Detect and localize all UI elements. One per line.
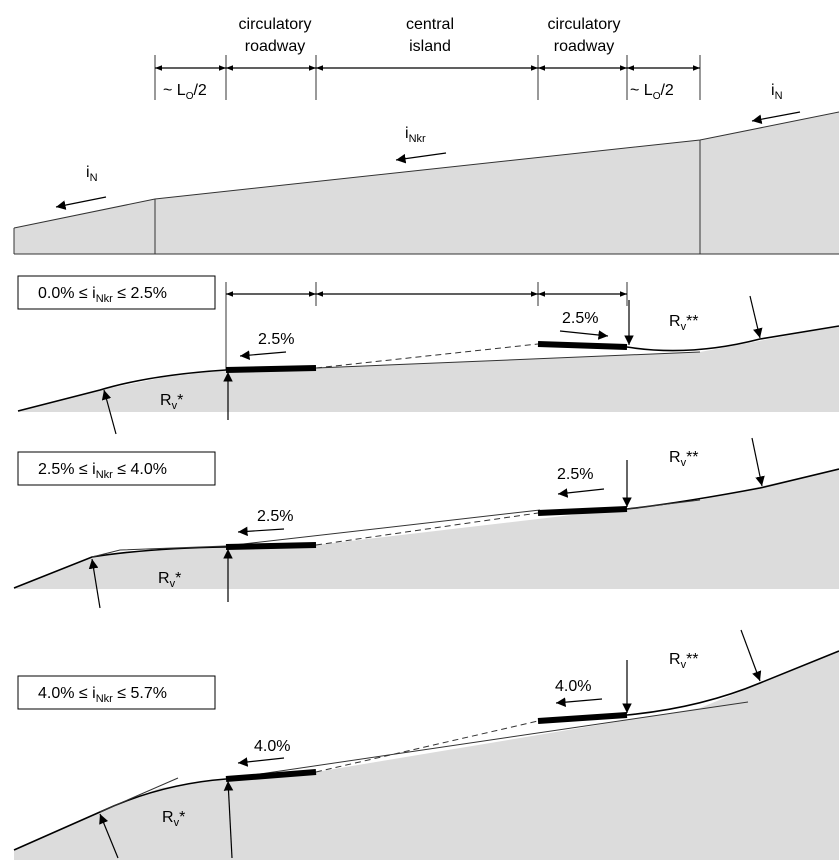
slope-arrow-icon xyxy=(751,111,801,124)
left-slope-label: 2.5% xyxy=(258,331,294,348)
rv2-label: Rv** xyxy=(669,651,699,671)
slope-arrow-icon xyxy=(55,196,107,210)
slope-arrow-icon xyxy=(237,757,285,767)
central-island-label-line2: island xyxy=(409,38,451,55)
left-slope-label: 4.0% xyxy=(254,738,290,755)
circulatory-left-label-line1: circulatory xyxy=(239,16,312,33)
in-left-label: iN xyxy=(86,164,98,184)
panel-1: 0.0% ≤ iNkr ≤ 2.5% 2.5% 2.5% Rv* Rv** xyxy=(17,275,839,435)
range-label: 2.5% ≤ iNkr ≤ 4.0% xyxy=(38,461,167,481)
roadway-deck xyxy=(225,365,317,373)
slope-arrow-icon xyxy=(559,330,609,340)
top-profile-line xyxy=(13,111,839,229)
right-slope-label: 4.0% xyxy=(555,678,591,695)
top-profile: iN iNkr iN xyxy=(13,82,839,255)
circulatory-left-label-line2: roadway xyxy=(245,38,305,55)
range-box xyxy=(17,451,216,486)
lo-left-label: ~ LO/2 xyxy=(163,82,207,102)
circulatory-right-label-line1: circulatory xyxy=(548,16,621,33)
rv2-label: Rv** xyxy=(669,313,699,333)
profile-line xyxy=(626,325,839,352)
range-label: 0.0% ≤ iNkr ≤ 2.5% xyxy=(38,285,167,305)
header-dimensions: circulatory roadway central island circu… xyxy=(154,16,701,102)
range-label: 4.0% ≤ iNkr ≤ 5.7% xyxy=(38,685,167,705)
right-slope-label: 2.5% xyxy=(562,310,598,327)
rv1-label: Rv* xyxy=(158,570,181,590)
circulatory-right-label-line2: roadway xyxy=(554,38,614,55)
slope-arrow-icon xyxy=(239,350,287,360)
slope-arrow-icon xyxy=(557,488,605,498)
inkr-label: iNkr xyxy=(405,125,426,145)
profile-line xyxy=(626,650,839,716)
left-slope-label: 2.5% xyxy=(257,508,293,525)
range-box xyxy=(17,275,216,310)
slope-arrow-icon xyxy=(237,526,285,537)
panel-3: 4.0% ≤ iNkr ≤ 5.7% 4.0% 4.0% Rv* Rv** xyxy=(13,629,839,860)
central-island-label-line1: central xyxy=(406,16,454,33)
profile-line xyxy=(17,369,227,412)
panel-2: 2.5% ≤ iNkr ≤ 4.0% 2.5% 2.5% Rv* Rv** xyxy=(13,437,839,609)
roadway-deck xyxy=(537,341,628,350)
in-right-label: iN xyxy=(771,82,783,102)
slope-arrow-icon xyxy=(395,152,447,164)
lo-right-label: ~ LO/2 xyxy=(630,82,674,102)
roadway-deck xyxy=(225,542,317,550)
top-ground xyxy=(14,112,839,254)
roadway-deck xyxy=(537,712,628,724)
right-slope-label: 2.5% xyxy=(557,466,593,483)
rv1-label: Rv* xyxy=(162,809,185,829)
rv2-label: Rv** xyxy=(669,449,699,469)
range-box xyxy=(17,675,216,710)
rv1-label: Rv* xyxy=(160,392,183,412)
slope-arrow-icon xyxy=(555,697,603,707)
roadway-deck xyxy=(225,769,317,782)
roadway-deck xyxy=(537,506,628,516)
